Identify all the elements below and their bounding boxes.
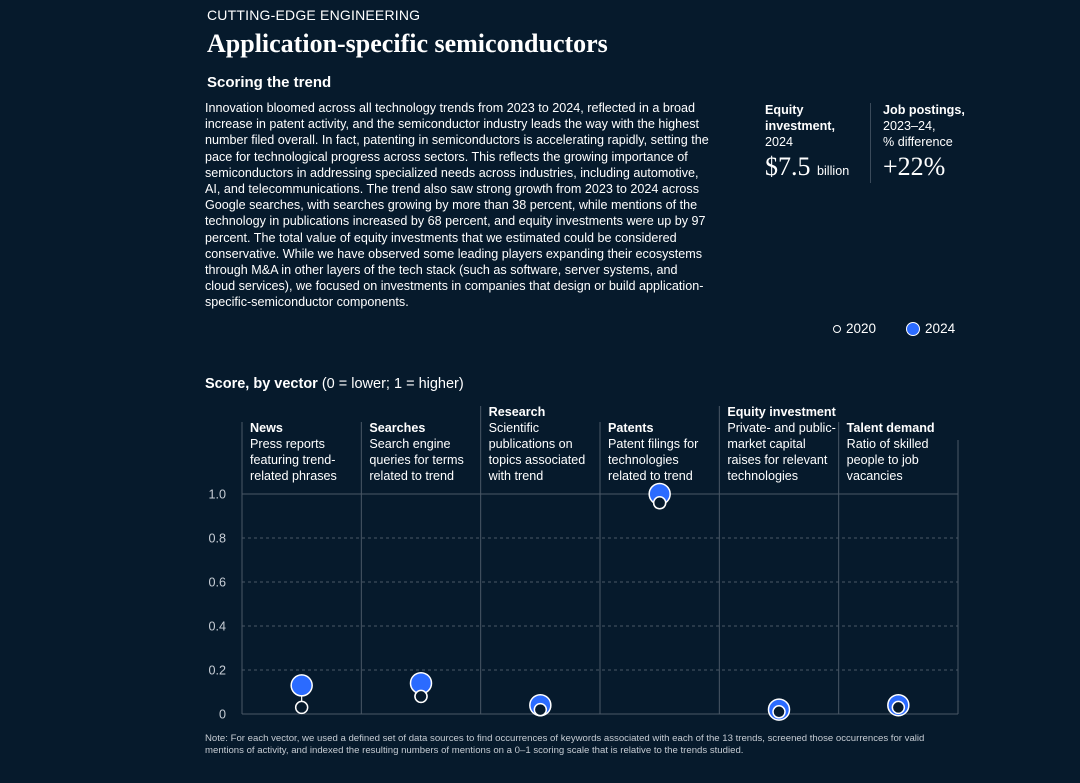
y-tick-label-5: 1.0	[208, 488, 226, 502]
point-2020-0	[294, 700, 309, 715]
point-2024-0	[290, 674, 313, 697]
y-tick-label-1: 0.2	[208, 664, 226, 678]
filled-circle-icon	[906, 321, 921, 336]
y-tick-label-2: 0.4	[208, 620, 226, 634]
vector-desc-5-0: Ratio of skilled	[847, 437, 929, 451]
vector-desc-4-0: Private- and public-	[727, 421, 836, 435]
kpi-equity-value: $7.5	[765, 152, 811, 181]
vector-desc-3-2: related to trend	[608, 469, 693, 483]
kpi-equity: Equity investment, 2024 $7.5 billion	[765, 102, 849, 182]
vector-desc-5-2: vacancies	[847, 469, 903, 483]
kpi-equity-label-3: 2024	[765, 135, 794, 149]
point-2020-overlay-1	[414, 689, 428, 704]
vector-desc-1-2: related to trend	[369, 469, 454, 483]
kpi-jobs-label-3: % difference	[883, 135, 953, 149]
point-2020-overlay-2	[533, 702, 548, 717]
y-tick-label-3: 0.6	[208, 576, 226, 590]
kpi-divider	[870, 103, 871, 183]
vector-name-5: Talent demand	[847, 421, 935, 435]
kpi-jobs: Job postings, 2023–24, % difference +22%	[883, 102, 965, 182]
point-2020-overlay-3	[652, 496, 667, 510]
point-2020-overlay-4	[772, 705, 786, 719]
open-circle-icon	[833, 324, 841, 333]
kpi-jobs-value: +22%	[883, 152, 946, 181]
vector-desc-2-3: with trend	[488, 469, 544, 483]
vector-desc-0-1: featuring trend-	[250, 453, 335, 467]
vector-desc-0-0: Press reports	[250, 437, 325, 451]
y-tick-label-4: 0.8	[208, 532, 226, 546]
eyebrow: CUTTING-EDGE ENGINEERING	[207, 7, 421, 23]
vector-name-3: Patents	[608, 421, 654, 435]
vector-name-2: Research	[489, 405, 546, 419]
y-tick-label-0: 0	[219, 708, 226, 722]
section-subtitle: Scoring the trend	[207, 74, 332, 91]
point-2020-overlay-5	[891, 700, 906, 715]
legend-label-2020: 2020	[846, 321, 877, 336]
kpi-equity-label-1: Equity	[765, 103, 804, 117]
vector-desc-5-1: people to job	[847, 453, 919, 467]
page-title: Application-specific semiconductors	[207, 29, 608, 58]
kpi-equity-label-2: investment,	[765, 119, 835, 133]
chart-title: Score, by vector (0 = lower; 1 = higher)	[205, 376, 464, 392]
chart-title-rest: (0 = lower; 1 = higher)	[317, 376, 464, 392]
kpi-jobs-label-2: 2023–24,	[883, 119, 936, 133]
vector-name-0: News	[250, 421, 283, 435]
vector-desc-0-2: related phrases	[250, 469, 337, 483]
body-paragraph: Innovation bloomed across all technology…	[205, 101, 709, 310]
vector-desc-2-0: Scientific	[489, 421, 539, 435]
vector-desc-4-1: market capital	[727, 437, 805, 451]
vector-desc-2-1: publications on	[489, 437, 573, 451]
legend-item-2020: 2020	[833, 321, 876, 336]
kpi-jobs-label-1: Job postings,	[883, 103, 965, 117]
legend-label-2024: 2024	[925, 321, 956, 336]
vector-desc-3-1: technologies	[608, 453, 679, 467]
chart-legend: 2020 2024	[833, 321, 955, 336]
vector-desc-1-1: queries for terms	[369, 453, 463, 467]
vector-name-4: Equity investment	[727, 405, 836, 419]
vector-desc-4-3: technologies	[727, 469, 798, 483]
vector-desc-4-2: raises for relevant	[727, 453, 828, 467]
footnote: Note: For each vector, we used a defined…	[205, 733, 925, 756]
vector-desc-1-0: Search engine	[369, 437, 450, 451]
vector-name-1: Searches	[369, 421, 425, 435]
legend-item-2024: 2024	[906, 321, 955, 336]
kpi-equity-unit: billion	[817, 164, 850, 178]
chart-title-bold: Score, by vector	[205, 376, 318, 392]
vector-desc-3-0: Patent filings for	[608, 437, 698, 451]
vector-desc-2-2: topics associated	[489, 453, 586, 467]
